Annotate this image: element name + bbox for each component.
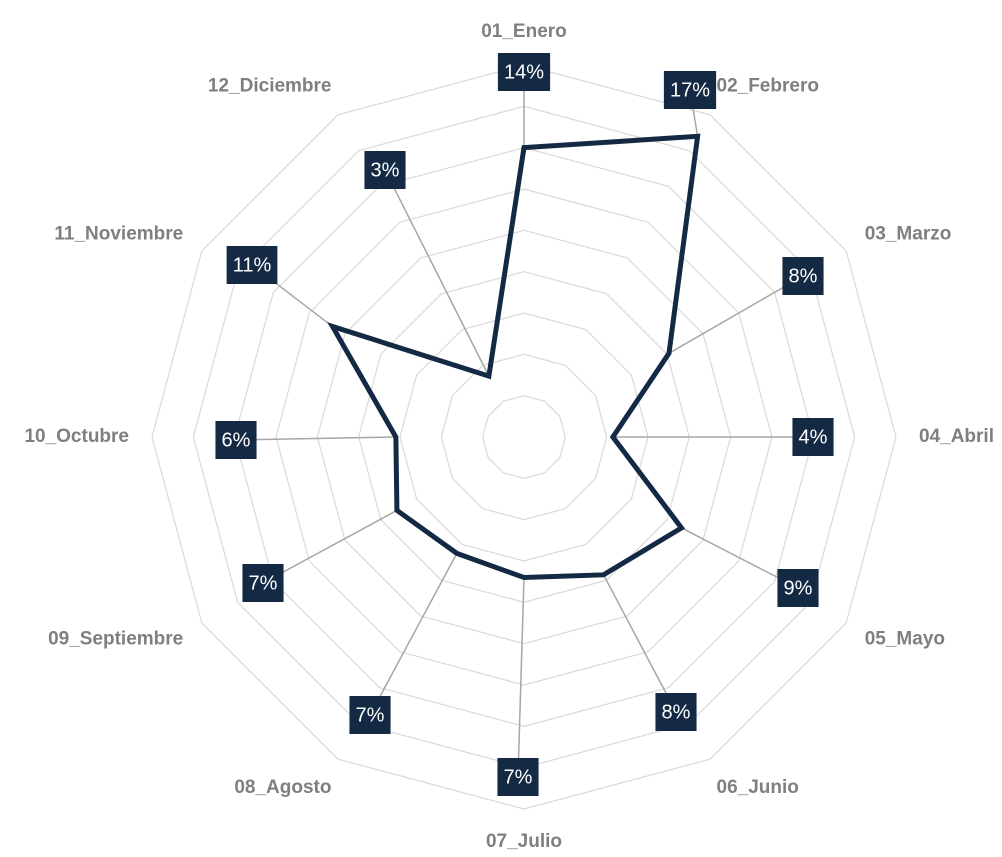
- value-label: 7%: [497, 758, 539, 796]
- series-line: [327, 133, 701, 581]
- value-label-text: 7%: [356, 704, 385, 726]
- value-label-box: [663, 71, 717, 109]
- value-label: 3%: [364, 151, 406, 189]
- leader-line: [235, 436, 396, 441]
- category-label: 07_Julio: [486, 831, 562, 852]
- category-label: 12_Diciembre: [208, 75, 332, 96]
- value-label-box: [497, 53, 551, 91]
- value-label-box: [777, 569, 819, 607]
- value-label: 11%: [226, 246, 278, 284]
- category-label: 04_Abril: [919, 426, 994, 447]
- category-label: 10_Octubre: [24, 426, 129, 447]
- value-label-text: 8%: [662, 701, 691, 723]
- value-label-box: [497, 758, 539, 796]
- leader-line: [668, 275, 804, 354]
- value-label-text: 9%: [784, 577, 813, 599]
- value-label-box: [655, 693, 697, 731]
- value-label-text: 8%: [789, 265, 818, 287]
- value-label-box: [792, 418, 834, 456]
- value-label-box: [242, 564, 284, 602]
- value-label-box: [226, 246, 278, 284]
- leader-line: [369, 552, 458, 716]
- value-label-text: 7%: [249, 572, 278, 594]
- category-label: 11_Noviembre: [54, 224, 183, 245]
- category-label: 03_Marzo: [865, 224, 952, 245]
- value-label: 14%: [497, 53, 551, 91]
- leader-line: [602, 574, 677, 713]
- value-label: 8%: [655, 693, 697, 731]
- value-label: 7%: [349, 696, 391, 734]
- value-label-text: 6%: [222, 429, 251, 451]
- value-label-text: 14%: [504, 61, 544, 83]
- value-label-box: [782, 257, 824, 295]
- value-label: 17%: [663, 71, 717, 109]
- grid-ring: [440, 353, 608, 521]
- leader-line: [384, 169, 490, 377]
- value-label-text: 11%: [233, 254, 272, 276]
- value-label: 4%: [792, 418, 834, 456]
- value-label-box: [364, 151, 406, 189]
- category-label: 01_Enero: [481, 21, 567, 42]
- category-label: 06_Junio: [717, 777, 799, 798]
- value-label: 7%: [242, 564, 284, 602]
- grid-ring: [482, 395, 566, 479]
- grid-ring: [399, 312, 649, 562]
- leader-line: [262, 509, 398, 584]
- category-label: 08_Agosto: [234, 777, 331, 798]
- value-label-text: 7%: [504, 766, 533, 788]
- category-label: 05_Mayo: [865, 629, 945, 650]
- value-label: 6%: [215, 421, 257, 459]
- value-label-text: 4%: [799, 426, 828, 448]
- value-label-box: [349, 696, 391, 734]
- category-label: 02_Febrero: [717, 75, 819, 96]
- grid-ring: [151, 64, 897, 810]
- category-label: 09_Septiembre: [48, 629, 183, 650]
- value-label: 9%: [777, 569, 819, 607]
- value-label: 8%: [782, 257, 824, 295]
- value-label-text: 17%: [670, 79, 710, 101]
- value-label-text: 3%: [371, 159, 400, 181]
- leader-line: [517, 577, 525, 778]
- value-label-box: [215, 421, 257, 459]
